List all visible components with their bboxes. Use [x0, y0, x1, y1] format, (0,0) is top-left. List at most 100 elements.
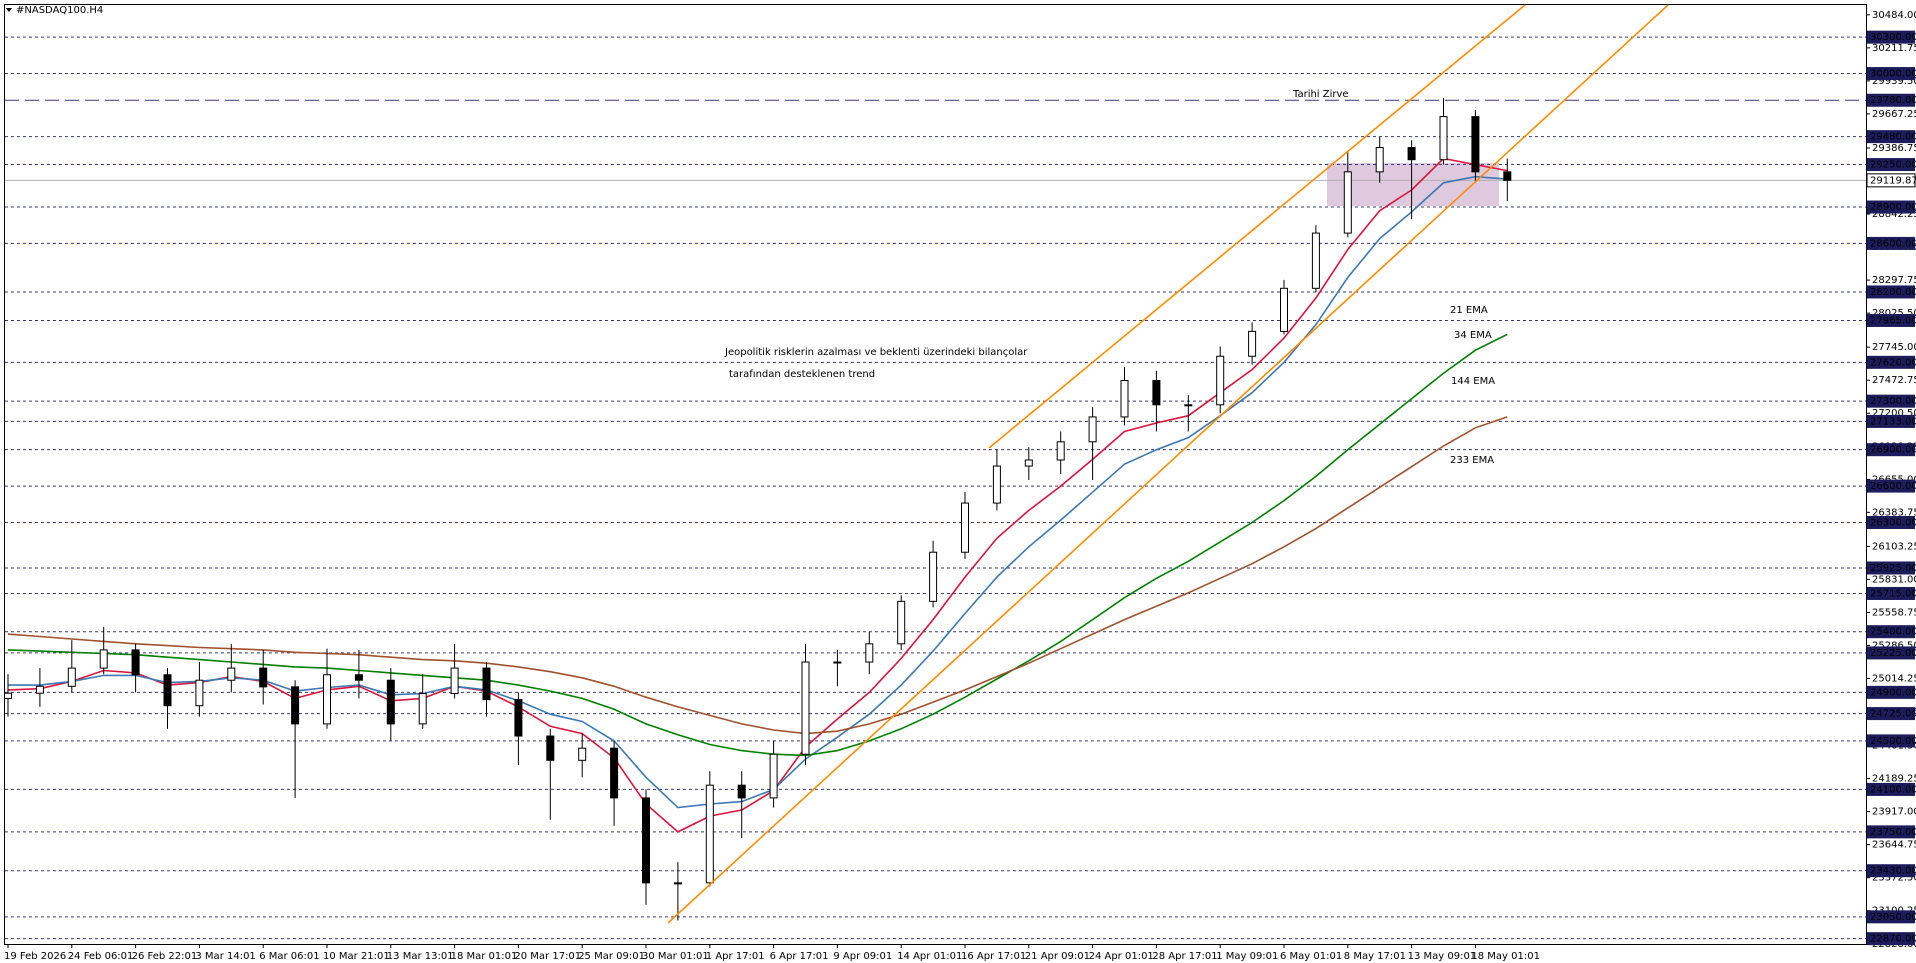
y-tick-label: 28842.25 [1872, 209, 1916, 220]
level-label-box [1867, 479, 1915, 493]
candle-body [833, 661, 842, 664]
level-label: 23430.00 [1870, 866, 1916, 877]
candle-body [354, 674, 363, 681]
y-tick-label: 28297.75 [1872, 275, 1916, 286]
candle-body [673, 882, 682, 885]
candle-body [418, 693, 427, 725]
candle-body [1152, 380, 1161, 406]
y-tick-label: 29667.25 [1872, 109, 1916, 120]
y-tick-label: 30484.00 [1872, 10, 1916, 21]
level-label: 24725.00 [1870, 709, 1916, 720]
candle-body [769, 753, 778, 799]
level-label-box [1867, 625, 1915, 639]
y-tick-label: 26383.75 [1872, 507, 1916, 518]
x-tick-label: 24 Apr 01:01 [1089, 951, 1154, 962]
trend-annotation: tarafından desteklenen trend [729, 369, 875, 380]
candle-body [546, 735, 555, 761]
ema-label: 21 EMA [1450, 305, 1488, 316]
candle-body [642, 797, 650, 884]
candle-body [482, 667, 491, 701]
level-label-box [1867, 685, 1915, 699]
consolidation-zone [1327, 163, 1499, 206]
candle-body [1056, 441, 1065, 461]
y-tick-label: 28025.50 [1872, 308, 1916, 319]
level-label: 26900.00 [1870, 445, 1916, 456]
x-tick-label: 9 Apr 09:01 [833, 951, 892, 962]
level-label: 26600.00 [1870, 481, 1916, 492]
ema-line [7, 333, 1508, 757]
candle-body [1024, 459, 1033, 467]
peak-level-label: 29780.00 [1870, 95, 1916, 106]
y-tick-label: 25286.50 [1872, 640, 1916, 651]
level-label: 30000.00 [1870, 69, 1916, 80]
level-label: 22870.00 [1870, 934, 1916, 945]
candle-body [323, 674, 331, 725]
x-tick-label: 6 May 01:01 [1280, 951, 1342, 962]
candle-body [1120, 380, 1129, 418]
x-tick-label: 1 May 09:01 [1216, 951, 1278, 962]
level-label-box [1867, 236, 1915, 250]
channel-upper-line [988, 4, 1526, 449]
y-tick-label: 24189.25 [1872, 774, 1916, 785]
level-label: 27133.00 [1870, 416, 1916, 427]
level-label-box [1867, 414, 1915, 428]
y-tick-label: 27745.00 [1872, 342, 1916, 353]
x-tick-label: 8 May 17:01 [1344, 951, 1406, 962]
y-tick-label: 30211.75 [1872, 43, 1916, 54]
trend-channel [667, 4, 1669, 924]
candle-body [227, 667, 236, 681]
level-label: 29480.00 [1870, 132, 1916, 143]
level-label-box [1867, 200, 1915, 214]
x-tick-label: 6 Mar 06:01 [259, 951, 319, 962]
x-tick-label: 26 Feb 22:01 [132, 951, 198, 962]
trend-annotation: Jeopolitik risklerin azalması ve beklent… [724, 347, 1028, 358]
level-label-box [1867, 355, 1915, 369]
level-label: 27965.00 [1870, 315, 1916, 326]
ema-line [8, 175, 1508, 809]
level-label-box [1867, 67, 1915, 81]
level-label: 24500.00 [1870, 736, 1916, 747]
level-label-box [1867, 443, 1915, 457]
candle-body [961, 502, 969, 553]
x-tick-label: 21 Apr 09:01 [1025, 951, 1090, 962]
candle-body [1184, 404, 1193, 407]
level-label-box [1867, 586, 1915, 600]
candle-body [35, 685, 44, 694]
y-tick-label: 27472.75 [1872, 375, 1916, 386]
candle-body [291, 686, 300, 725]
ema-label: 233 EMA [1450, 455, 1494, 466]
x-tick-label: 13 May 09:01 [1408, 951, 1477, 962]
candle-body [1439, 116, 1448, 161]
peak-level-label-box [1867, 93, 1915, 107]
y-tick-label: 25831.00 [1872, 574, 1916, 585]
level-label: 28600.00 [1870, 238, 1916, 249]
plot-frame [4, 4, 1867, 945]
level-label-box [1867, 515, 1915, 529]
x-tick-label: 6 Apr 17:01 [770, 951, 829, 962]
channel-lower-line [667, 4, 1669, 924]
level-label-box [1867, 707, 1915, 721]
y-tick-label: 26103.25 [1872, 541, 1916, 552]
candle-body [865, 643, 874, 663]
candle-body [1375, 147, 1384, 173]
level-label: 27300.00 [1870, 396, 1916, 407]
level-label: 28200.00 [1870, 287, 1916, 298]
level-label-box [1867, 910, 1915, 924]
y-tick-label: 29386.75 [1872, 143, 1916, 154]
x-tick-label: 25 Mar 09:01 [578, 951, 645, 962]
level-label: 30300.00 [1870, 32, 1916, 43]
level-label-box [1867, 313, 1915, 327]
ema-line [7, 416, 1508, 735]
candle-body [705, 784, 714, 884]
candle-body [801, 661, 810, 755]
x-tick-label: 14 Apr 01:01 [897, 951, 962, 962]
x-tick-label: 1 Apr 17:01 [706, 951, 765, 962]
candle-body [514, 699, 523, 737]
candle-body [1471, 116, 1480, 173]
candle-body [929, 551, 938, 602]
level-label-box [1867, 646, 1915, 660]
level-label: 25400.00 [1870, 627, 1916, 638]
level-label-box [1867, 782, 1915, 796]
